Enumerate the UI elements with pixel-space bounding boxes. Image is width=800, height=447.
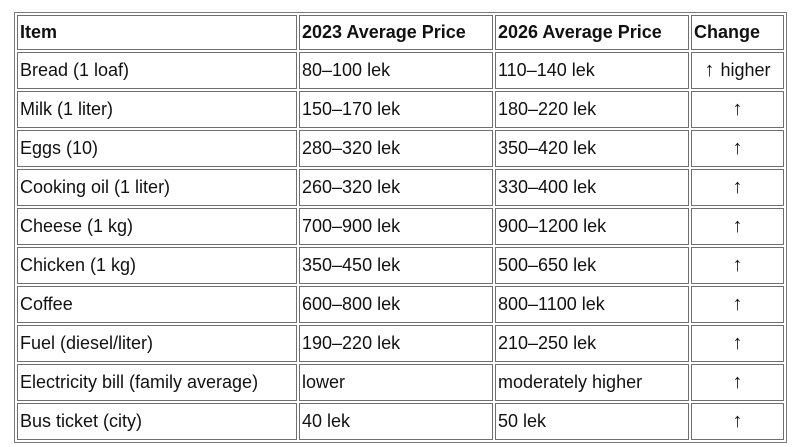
- table-row: Bread (1 loaf) 80–100 lek 110–140 lek ↑ h…: [17, 52, 784, 89]
- cell-item: Cooking oil (1 liter): [17, 169, 297, 206]
- cell-price-2026: moderately higher: [495, 364, 689, 401]
- cell-price-2026: 50 lek: [495, 403, 689, 440]
- header-change: Change: [691, 15, 784, 50]
- cell-price-2023: 150–170 lek: [299, 91, 493, 128]
- header-item: Item: [17, 15, 297, 50]
- table-row: Cooking oil (1 liter) 260–320 lek 330–40…: [17, 169, 784, 206]
- cell-change: ↑: [691, 91, 784, 128]
- cell-price-2026: 110–140 lek: [495, 52, 689, 89]
- cell-item: Milk (1 liter): [17, 91, 297, 128]
- cell-item: Bread (1 loaf): [17, 52, 297, 89]
- price-comparison-table-container: Item 2023 Average Price 2026 Average Pri…: [14, 12, 787, 443]
- cell-change: ↑: [691, 325, 784, 362]
- cell-price-2023: 260–320 lek: [299, 169, 493, 206]
- cell-price-2026: 800–1100 lek: [495, 286, 689, 323]
- up-arrow-icon: ↑: [704, 59, 715, 81]
- table-header-row: Item 2023 Average Price 2026 Average Pri…: [17, 15, 784, 50]
- cell-item: Electricity bill (family average): [17, 364, 297, 401]
- up-arrow-icon: ↑: [732, 98, 743, 120]
- cell-change: ↑: [691, 169, 784, 206]
- cell-price-2023: 80–100 lek: [299, 52, 493, 89]
- cell-item: Eggs (10): [17, 130, 297, 167]
- cell-price-2026: 330–400 lek: [495, 169, 689, 206]
- cell-price-2023: 40 lek: [299, 403, 493, 440]
- cell-item: Fuel (diesel/liter): [17, 325, 297, 362]
- cell-price-2026: 180–220 lek: [495, 91, 689, 128]
- cell-price-2023: 280–320 lek: [299, 130, 493, 167]
- table-row: Fuel (diesel/liter) 190–220 lek 210–250 …: [17, 325, 784, 362]
- cell-price-2023: 350–450 lek: [299, 247, 493, 284]
- table-row: Cheese (1 kg) 700–900 lek 900–1200 lek ↑: [17, 208, 784, 245]
- table-row: Bus ticket (city) 40 lek 50 lek ↑: [17, 403, 784, 440]
- cell-change: ↑: [691, 208, 784, 245]
- cell-change: ↑: [691, 364, 784, 401]
- cell-price-2023: lower: [299, 364, 493, 401]
- up-arrow-icon: ↑: [732, 137, 743, 159]
- up-arrow-icon: ↑: [732, 371, 743, 393]
- table-row: Milk (1 liter) 150–170 lek 180–220 lek ↑: [17, 91, 784, 128]
- cell-change: ↑: [691, 130, 784, 167]
- cell-change: ↑: [691, 247, 784, 284]
- up-arrow-icon: ↑: [732, 176, 743, 198]
- header-price-2026: 2026 Average Price: [495, 15, 689, 50]
- cell-change: ↑: [691, 286, 784, 323]
- table-row: Electricity bill (family average) lower …: [17, 364, 784, 401]
- up-arrow-icon: ↑: [732, 332, 743, 354]
- header-price-2023: 2023 Average Price: [299, 15, 493, 50]
- table-body: Bread (1 loaf) 80–100 lek 110–140 lek ↑ h…: [17, 52, 784, 440]
- up-arrow-icon: ↑: [732, 293, 743, 315]
- cell-price-2023: 190–220 lek: [299, 325, 493, 362]
- cell-price-2026: 900–1200 lek: [495, 208, 689, 245]
- up-arrow-icon: ↑: [732, 254, 743, 276]
- table-row: Coffee 600–800 lek 800–1100 lek ↑: [17, 286, 784, 323]
- cell-change: ↑ higher: [691, 52, 784, 89]
- up-arrow-icon: ↑: [732, 410, 743, 432]
- cell-price-2026: 350–420 lek: [495, 130, 689, 167]
- cell-item: Coffee: [17, 286, 297, 323]
- table-row: Eggs (10) 280–320 lek 350–420 lek ↑: [17, 130, 784, 167]
- table-row: Chicken (1 kg) 350–450 lek 500–650 lek ↑: [17, 247, 784, 284]
- cell-price-2026: 210–250 lek: [495, 325, 689, 362]
- cell-item: Chicken (1 kg): [17, 247, 297, 284]
- cell-price-2023: 700–900 lek: [299, 208, 493, 245]
- cell-item: Bus ticket (city): [17, 403, 297, 440]
- cell-price-2026: 500–650 lek: [495, 247, 689, 284]
- cell-item: Cheese (1 kg): [17, 208, 297, 245]
- change-text: higher: [720, 60, 771, 80]
- cell-price-2023: 600–800 lek: [299, 286, 493, 323]
- up-arrow-icon: ↑: [732, 215, 743, 237]
- cell-change: ↑: [691, 403, 784, 440]
- price-comparison-table: Item 2023 Average Price 2026 Average Pri…: [14, 12, 787, 443]
